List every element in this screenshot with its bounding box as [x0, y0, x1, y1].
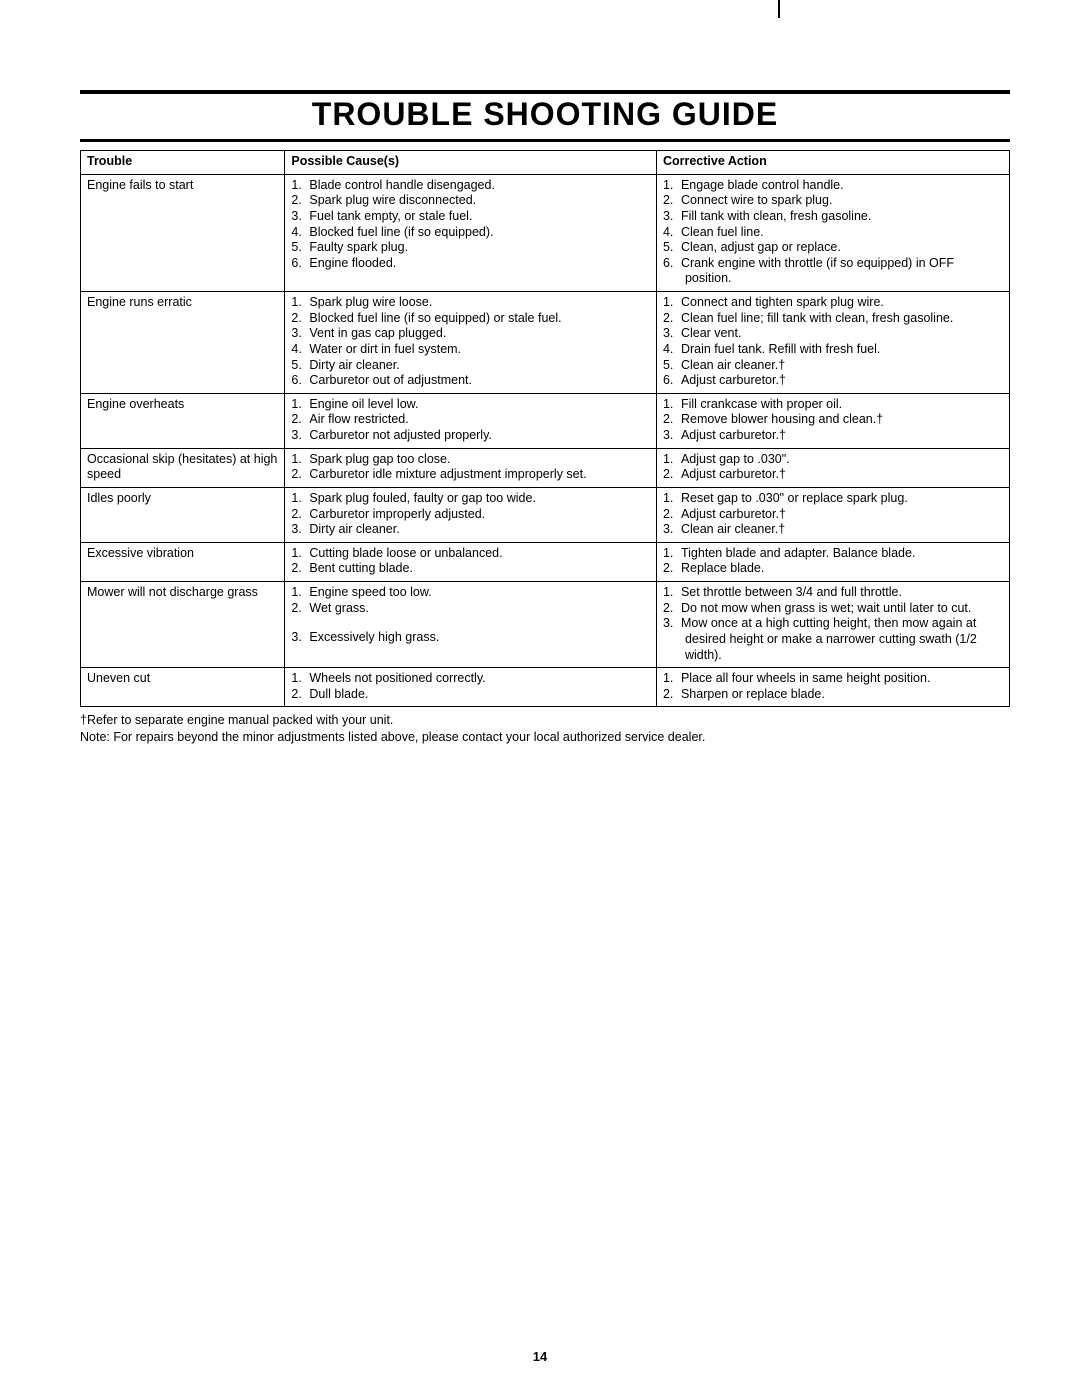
header-trouble: Trouble: [81, 151, 285, 175]
list-item: Place all four wheels in same height pos…: [663, 671, 1003, 687]
table-row: Engine runs erraticSpark plug wire loose…: [81, 292, 1010, 394]
list-item: Engine oil level low.: [291, 397, 650, 413]
list-item: Clear vent.: [663, 326, 1003, 342]
list-item: Do not mow when grass is wet; wait until…: [663, 601, 1003, 617]
list-item: Fuel tank empty, or stale fuel.: [291, 209, 650, 225]
cell-causes: Spark plug fouled, faulty or gap too wid…: [285, 487, 657, 542]
list-item: Spark plug wire loose.: [291, 295, 650, 311]
cell-trouble: Idles poorly: [81, 487, 285, 542]
list-item: Faulty spark plug.: [291, 240, 650, 256]
list-item: Set throttle between 3/4 and full thrott…: [663, 585, 1003, 601]
list-item: Engine flooded.: [291, 256, 650, 272]
cell-actions: Place all four wheels in same height pos…: [656, 668, 1009, 707]
table-row: Excessive vibrationCutting blade loose o…: [81, 542, 1010, 581]
list-item: Mow once at a high cutting height, then …: [663, 616, 1003, 663]
table-row: Engine overheatsEngine oil level low.Air…: [81, 393, 1010, 448]
cell-trouble: Excessive vibration: [81, 542, 285, 581]
header-cause: Possible Cause(s): [285, 151, 657, 175]
cell-trouble: Engine runs erratic: [81, 292, 285, 394]
list-item: Adjust carburetor.†: [663, 467, 1003, 483]
header-action: Corrective Action: [656, 151, 1009, 175]
list-item: Clean air cleaner.†: [663, 522, 1003, 538]
cell-actions: Fill crankcase with proper oil.Remove bl…: [656, 393, 1009, 448]
cell-actions: Tighten blade and adapter. Balance blade…: [656, 542, 1009, 581]
list-item: Air flow restricted.: [291, 412, 650, 428]
cell-causes: Cutting blade loose or unbalanced.Bent c…: [285, 542, 657, 581]
list-item: Clean fuel line.: [663, 225, 1003, 241]
cell-actions: Engage blade control handle.Connect wire…: [656, 174, 1009, 291]
list-item: Vent in gas cap plugged.: [291, 326, 650, 342]
table-header-row: Trouble Possible Cause(s) Corrective Act…: [81, 151, 1010, 175]
page-number: 14: [0, 1349, 1080, 1364]
list-item: Clean fuel line; fill tank with clean, f…: [663, 311, 1003, 327]
cell-actions: Adjust gap to .030".Adjust carburetor.†: [656, 448, 1009, 487]
table-row: Mower will not discharge grassEngine spe…: [81, 582, 1010, 668]
footnotes: †Refer to separate engine manual packed …: [80, 712, 1010, 746]
list-item: Blocked fuel line (if so equipped).: [291, 225, 650, 241]
list-item: Adjust carburetor.†: [663, 428, 1003, 444]
footnote-repairs: Note: For repairs beyond the minor adjus…: [80, 729, 1010, 746]
list-item: Fill crankcase with proper oil.: [663, 397, 1003, 413]
table-row: Engine fails to startBlade control handl…: [81, 174, 1010, 291]
page-title: TROUBLE SHOOTING GUIDE: [80, 96, 1010, 133]
list-item: Wet grass.: [291, 601, 650, 617]
list-item: Connect wire to spark plug.: [663, 193, 1003, 209]
table-row: Occasional skip (hesitates) at high spee…: [81, 448, 1010, 487]
page-tick-mark: [778, 0, 780, 18]
list-item: Blade control handle disengaged.: [291, 178, 650, 194]
list-item: Cutting blade loose or unbalanced.: [291, 546, 650, 562]
list-item: Excessively high grass.: [291, 630, 650, 646]
list-item: Spark plug fouled, faulty or gap too wid…: [291, 491, 650, 507]
list-item: Drain fuel tank. Refill with fresh fuel.: [663, 342, 1003, 358]
list-item: Clean air cleaner.†: [663, 358, 1003, 374]
list-item: Clean, adjust gap or replace.: [663, 240, 1003, 256]
list-item: Tighten blade and adapter. Balance blade…: [663, 546, 1003, 562]
cell-trouble: Engine fails to start: [81, 174, 285, 291]
cell-causes: Engine oil level low.Air flow restricted…: [285, 393, 657, 448]
cell-causes: Spark plug wire loose.Blocked fuel line …: [285, 292, 657, 394]
list-item: Water or dirt in fuel system.: [291, 342, 650, 358]
list-item: Sharpen or replace blade.: [663, 687, 1003, 703]
list-item: Connect and tighten spark plug wire.: [663, 295, 1003, 311]
list-item: Spark plug wire disconnected.: [291, 193, 650, 209]
cell-trouble: Engine overheats: [81, 393, 285, 448]
list-item: Dirty air cleaner.: [291, 522, 650, 538]
cell-causes: Blade control handle disengaged.Spark pl…: [285, 174, 657, 291]
title-bar: TROUBLE SHOOTING GUIDE: [80, 90, 1010, 142]
cell-actions: Reset gap to .030" or replace spark plug…: [656, 487, 1009, 542]
list-item: Reset gap to .030" or replace spark plug…: [663, 491, 1003, 507]
table-row: Idles poorly Spark plug fouled, faulty or…: [81, 487, 1010, 542]
list-item: Fill tank with clean, fresh gasoline.: [663, 209, 1003, 225]
cell-trouble: Occasional skip (hesitates) at high spee…: [81, 448, 285, 487]
list-item: Engine speed too low.: [291, 585, 650, 601]
troubleshooting-table: Trouble Possible Cause(s) Corrective Act…: [80, 150, 1010, 707]
list-item: Spark plug gap too close.: [291, 452, 650, 468]
list-item: Remove blower housing and clean.†: [663, 412, 1003, 428]
cell-actions: Set throttle between 3/4 and full thrott…: [656, 582, 1009, 668]
cell-causes: Engine speed too low.Wet grass. Excessive…: [285, 582, 657, 668]
list-item: Bent cutting blade.: [291, 561, 650, 577]
list-item: Wheels not positioned correctly.: [291, 671, 650, 687]
list-item: Carburetor improperly adjusted.: [291, 507, 650, 523]
list-item: Replace blade.: [663, 561, 1003, 577]
list-item: Carburetor out of adjustment.: [291, 373, 650, 389]
cell-actions: Connect and tighten spark plug wire.Clea…: [656, 292, 1009, 394]
list-item: Crank engine with throttle (if so equipp…: [663, 256, 1003, 287]
list-item: Adjust carburetor.†: [663, 373, 1003, 389]
cell-trouble: Mower will not discharge grass: [81, 582, 285, 668]
list-item: Adjust carburetor.†: [663, 507, 1003, 523]
cell-trouble: Uneven cut: [81, 668, 285, 707]
list-item: Engage blade control handle.: [663, 178, 1003, 194]
footnote-dagger: †Refer to separate engine manual packed …: [80, 712, 1010, 729]
list-item: Dull blade.: [291, 687, 650, 703]
list-item: Dirty air cleaner.: [291, 358, 650, 374]
cell-causes: Spark plug gap too close.Carburetor idle…: [285, 448, 657, 487]
list-item: Blocked fuel line (if so equipped) or st…: [291, 311, 650, 327]
list-item: Carburetor idle mixture adjustment impro…: [291, 467, 650, 483]
cell-causes: Wheels not positioned correctly.Dull bla…: [285, 668, 657, 707]
list-item: Adjust gap to .030".: [663, 452, 1003, 468]
list-item: Carburetor not adjusted properly.: [291, 428, 650, 444]
page-container: TROUBLE SHOOTING GUIDE Trouble Possible …: [0, 0, 1080, 786]
table-row: Uneven cutWheels not positioned correctl…: [81, 668, 1010, 707]
